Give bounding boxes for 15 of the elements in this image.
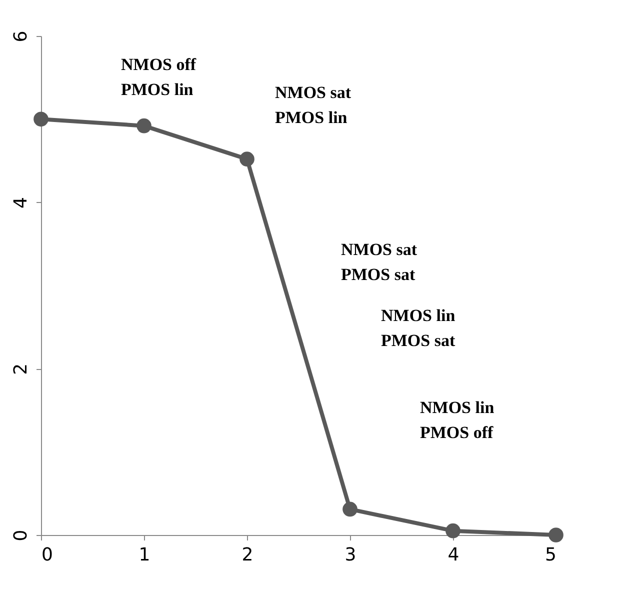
x-tick-label: 3 [344,544,356,566]
annotation: NMOS lin PMOS sat [381,306,456,350]
annotation: NMOS off PMOS lin [121,55,196,99]
y-tick-label: 4 [10,197,32,209]
x-tick-label: 5 [545,544,556,566]
x-tick-label: 0 [42,544,53,566]
x-tick-label: 4 [448,544,460,566]
annotation: NMOS sat PMOS sat [341,240,418,284]
y-tick-label: 2 [10,363,32,375]
y-tick-label: 6 [10,30,32,42]
annotation: NMOS sat PMOS lin [275,83,352,127]
annotation: NMOS lin PMOS off [420,398,495,442]
y-tick-label: 0 [10,530,32,542]
x-tick-label: 2 [242,544,254,566]
x-tick-label: 1 [138,544,150,566]
